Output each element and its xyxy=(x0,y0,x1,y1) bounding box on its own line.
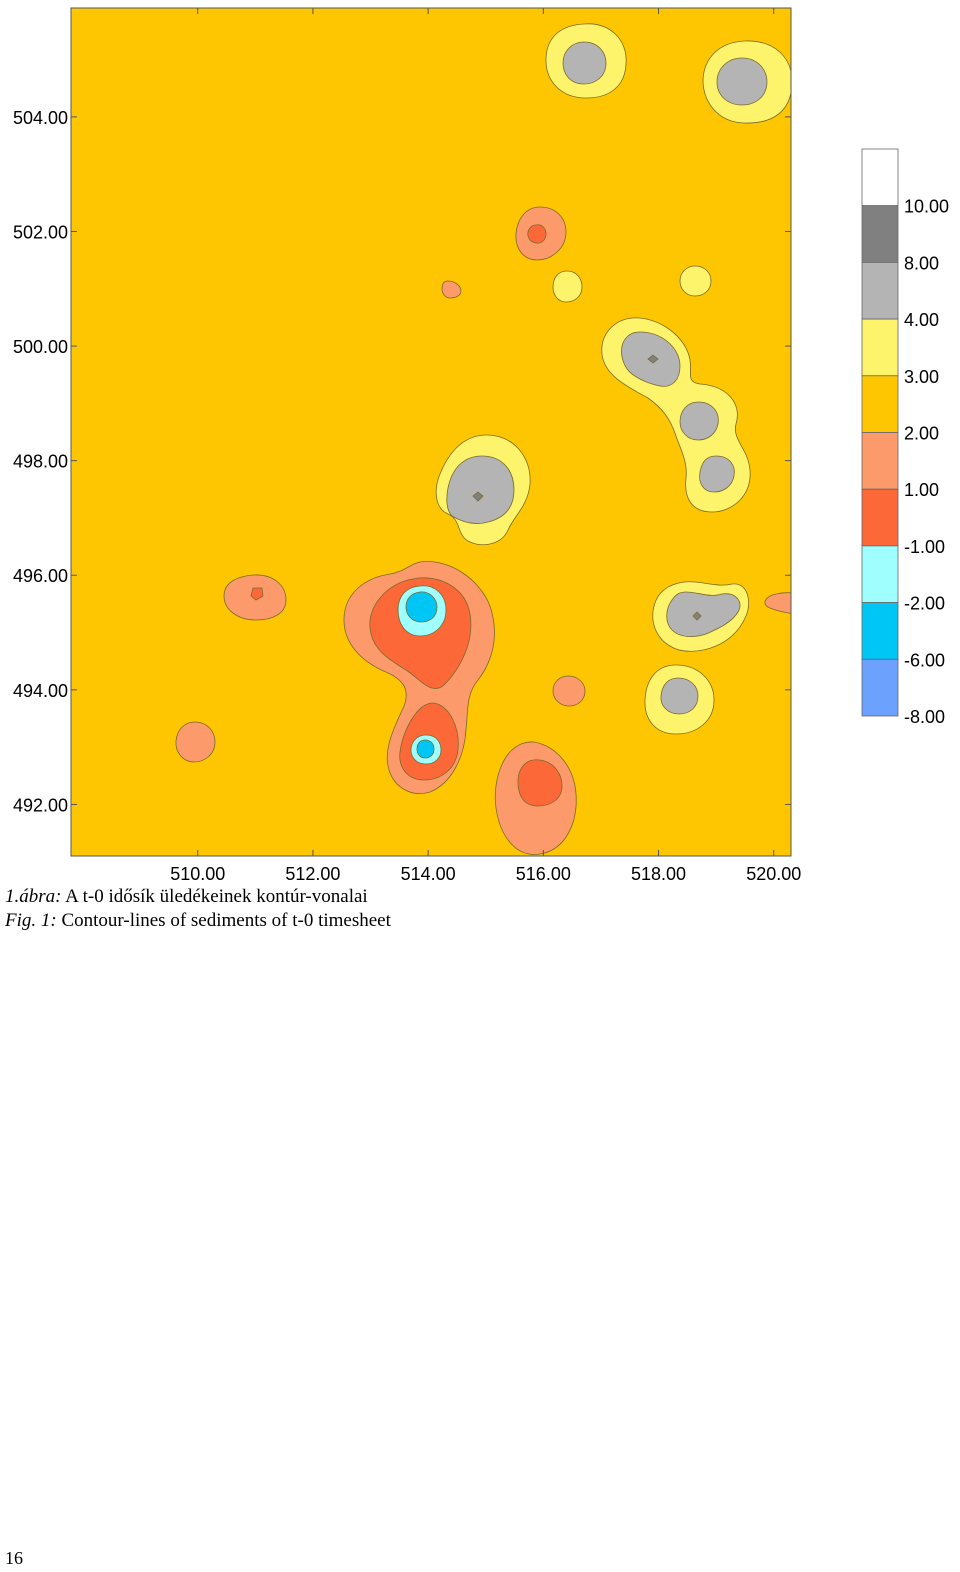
contour-region xyxy=(562,41,607,85)
contour-region xyxy=(764,592,791,614)
contour-region xyxy=(527,224,547,244)
x-tick-label: 516.00 xyxy=(516,864,571,884)
contour-region xyxy=(472,491,484,502)
legend-label: 10.00 xyxy=(904,197,949,217)
legend-label: -6.00 xyxy=(904,650,945,670)
y-tick-label: 494.00 xyxy=(13,681,68,701)
contour-region xyxy=(405,591,438,623)
contour-region xyxy=(416,739,435,759)
contour-region xyxy=(552,675,586,707)
legend-swatch xyxy=(861,375,899,433)
legend-swatch xyxy=(861,658,899,717)
y-tick-label: 502.00 xyxy=(13,222,68,242)
caption-hu-text: A t-0 idősík üledékeinek kontúr-vonalai xyxy=(61,886,368,907)
page-number: 16 xyxy=(5,1548,23,1568)
y-axis: 504.00 502.00 500.00 498.00 496.00 494.00 492.… xyxy=(13,108,791,815)
y-tick-label: 498.00 xyxy=(13,452,68,472)
contour-region xyxy=(552,270,583,303)
x-tick-label: 520.00 xyxy=(746,864,801,884)
legend-swatch xyxy=(861,488,899,547)
figure-caption-english: Fig. 1: Contour-lines of sediments of t-… xyxy=(5,910,391,932)
contour-region xyxy=(692,611,702,621)
y-tick-label: 500.00 xyxy=(13,337,68,357)
x-tick-label: 510.00 xyxy=(170,864,225,884)
contour-region xyxy=(446,455,515,524)
figure-caption-hungarian: 1.ábra: A t-0 idősík üledékeinek kontúr-… xyxy=(5,886,368,908)
legend-swatch xyxy=(861,148,899,207)
y-tick-label: 504.00 xyxy=(13,108,68,128)
x-tick-label: 514.00 xyxy=(401,864,456,884)
legend-label: 1.00 xyxy=(904,480,939,500)
caption-en-prefix: Fig. 1: xyxy=(5,910,57,931)
plot-frame xyxy=(70,7,792,857)
contour-map-chart: 510.00 512.00 514.00 516.00 518.00 520.00 504… xyxy=(13,7,949,884)
legend-label: -1.00 xyxy=(904,537,945,557)
contour-region xyxy=(517,759,563,807)
contour-region xyxy=(679,401,719,441)
contour-region xyxy=(250,587,264,601)
contour-region xyxy=(441,280,462,299)
contour-regions xyxy=(175,23,791,855)
contour-region xyxy=(175,721,216,763)
legend-swatch xyxy=(861,432,899,490)
legend-label: -8.00 xyxy=(904,707,945,727)
contour-region xyxy=(666,591,741,638)
y-tick-label: 496.00 xyxy=(13,566,68,586)
caption-hu-prefix: 1.ábra: xyxy=(5,886,62,907)
caption-en-text: Contour-lines of sediments of t-0 timesh… xyxy=(56,910,391,931)
legend-swatch xyxy=(861,602,899,660)
x-axis: 510.00 512.00 514.00 516.00 518.00 520.00 xyxy=(170,8,801,884)
legend-swatch xyxy=(861,318,899,377)
contour-region xyxy=(647,354,659,364)
y-tick-label: 492.00 xyxy=(13,795,68,815)
legend-swatch xyxy=(861,261,899,320)
legend-label: -2.00 xyxy=(904,594,945,614)
contour-region xyxy=(679,265,712,297)
x-tick-label: 512.00 xyxy=(285,864,340,884)
legend-swatch xyxy=(861,545,899,604)
contour-region xyxy=(716,57,768,106)
legend: 10.00 8.00 4.00 3.00 2.00 1.00 -1.00 -2.00 -6.00… xyxy=(861,148,949,727)
legend-label: 2.00 xyxy=(904,424,939,444)
legend-label: 8.00 xyxy=(904,253,939,273)
legend-swatch xyxy=(861,205,899,263)
legend-label: 4.00 xyxy=(904,310,939,330)
contour-region xyxy=(699,455,735,493)
legend-label: 3.00 xyxy=(904,367,939,387)
x-tick-label: 518.00 xyxy=(631,864,686,884)
contour-region xyxy=(660,677,699,715)
